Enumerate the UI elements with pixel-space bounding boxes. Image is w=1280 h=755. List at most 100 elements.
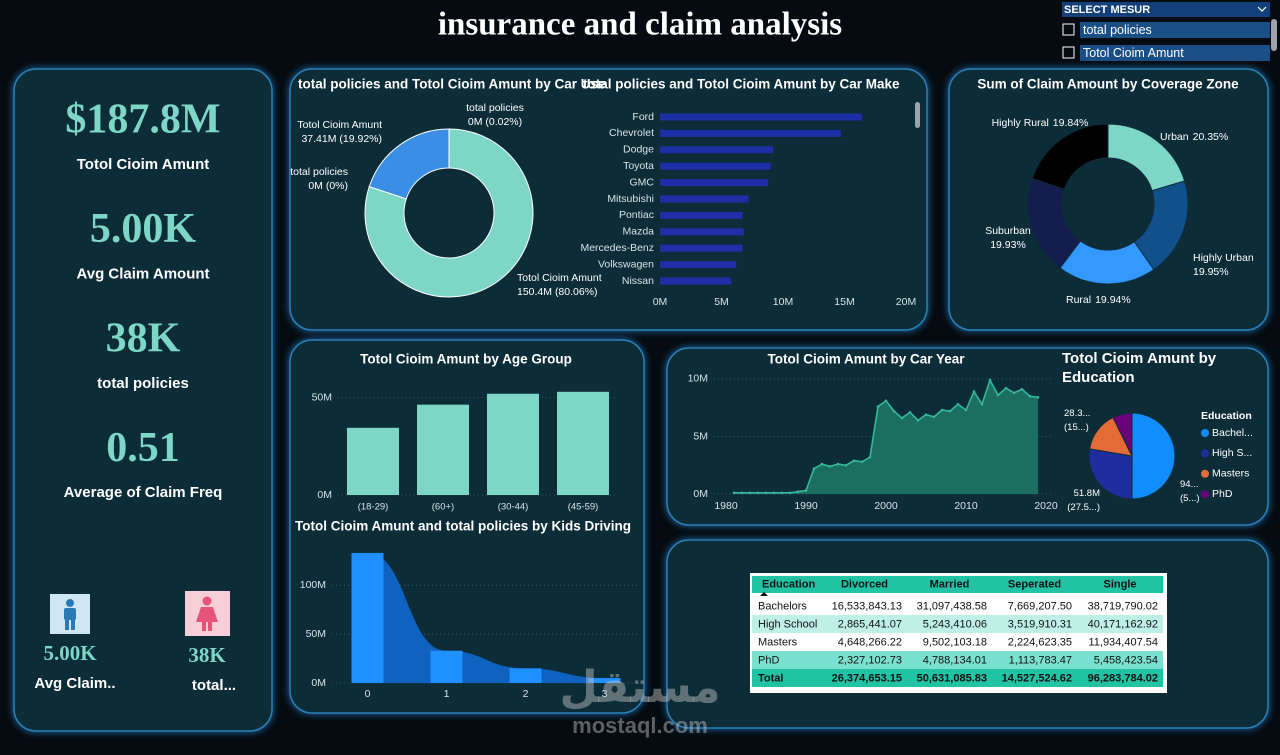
point (988, 378, 992, 382)
chart-scrollbar[interactable] (915, 102, 920, 128)
y-tick-label: Nissan (622, 275, 654, 287)
table-cell: 2,224,623.35 (1008, 636, 1072, 648)
bar (487, 393, 539, 495)
chart-title: Totol Cioim Amunt by Education (1062, 350, 1217, 386)
table-cell: 4,788,134.01 (923, 654, 987, 666)
x-tick-label: 5M (714, 296, 729, 308)
point (940, 408, 944, 412)
table-total-bg (752, 669, 1163, 687)
slice-label-part: 0M (0.02%) (468, 116, 522, 128)
legend-swatch (1201, 449, 1209, 458)
y-tick-label: Pontiac (619, 209, 654, 221)
y-tick-label: 50M (312, 391, 332, 403)
mini-kpi-label: total... (192, 677, 236, 694)
table-cell: High School (758, 618, 817, 630)
slicer-option[interactable]: total policies (1083, 23, 1152, 37)
slicer-checkbox[interactable] (1062, 46, 1075, 59)
sort-indicator (760, 592, 768, 596)
slice-label-part: (5...) (1180, 493, 1200, 504)
x-tick-label: 2010 (954, 500, 978, 512)
table-cell: Bachelors (758, 600, 807, 612)
slicer-option-bg[interactable] (1080, 45, 1270, 61)
point (1004, 386, 1008, 390)
bar (660, 113, 862, 121)
x-tick-label: (30-44) (498, 502, 529, 513)
y-tick-label: 0M (311, 677, 326, 689)
slice-label: (27.5...) (1067, 502, 1100, 513)
kpi-value: 0.51 (106, 425, 180, 471)
y-tick-label: Chevrolet (609, 127, 654, 139)
slice-label-part: Rural (1066, 294, 1091, 306)
table-total: 14,527,524.62 (1002, 672, 1072, 684)
point (884, 399, 888, 403)
bar (660, 146, 774, 154)
point (740, 491, 744, 495)
x-tick-label: 2020 (1034, 500, 1058, 512)
table-header: Married (930, 578, 970, 590)
mini-kpi-value: 5.00K (43, 641, 97, 665)
table-total: Total (758, 672, 783, 684)
slice-label-part: Totol Cioim Amunt (517, 272, 602, 284)
y-tick-label: Dodge (623, 144, 654, 156)
point (732, 491, 736, 495)
x-tick-label: 1 (444, 688, 450, 700)
slice-label-part: Highly Urban (1193, 252, 1254, 264)
slice-label-part: Totol Cioim Amunt (297, 119, 382, 131)
slicer-option[interactable]: Totol Cioim Amunt (1083, 46, 1184, 60)
chart-title: total policies and Totol Cioim Amunt by … (298, 77, 606, 92)
point (804, 489, 808, 492)
table-cell: 31,097,438.58 (917, 600, 987, 612)
slicer-option-bg[interactable] (1080, 22, 1270, 38)
point (860, 460, 864, 464)
bar (660, 129, 841, 137)
slice-label: 19.95% (1193, 266, 1229, 278)
slice-label: 28.3... (1064, 408, 1090, 419)
point (980, 402, 984, 406)
male-icon (50, 594, 90, 634)
bar (347, 427, 399, 495)
kpi-label: Avg Claim Amount (76, 265, 209, 282)
point (820, 462, 824, 466)
x-tick-label: (18-29) (358, 502, 389, 513)
y-tick-label: 0M (693, 488, 708, 500)
legend-swatch (1201, 469, 1209, 478)
slicer-checkbox[interactable] (1062, 23, 1075, 36)
slicer-scrollbar[interactable] (1271, 19, 1277, 51)
point (796, 490, 800, 493)
table-cell: 9,502,103.18 (923, 636, 987, 648)
y-tick-label: Mercedes-Benz (580, 242, 654, 254)
table-cell: 7,669,207.50 (1008, 600, 1072, 612)
table-row-bg (752, 615, 1163, 633)
slicer-chevron[interactable] (1257, 6, 1267, 12)
slice-label-part: 19.95% (1193, 266, 1229, 278)
slice-label: Highly Urban (1193, 252, 1254, 264)
point (868, 455, 872, 459)
bar (660, 162, 771, 170)
watermark-logo: مستقل (560, 662, 721, 713)
legend-label: High S... (1212, 447, 1252, 459)
point (844, 463, 848, 467)
legend-label: Bachel... (1212, 427, 1253, 439)
point (748, 491, 752, 495)
mini-kpi-value: 38K (188, 643, 226, 667)
table-cell: 1,113,783.47 (1009, 654, 1072, 666)
point (932, 415, 936, 419)
bar (430, 650, 463, 683)
kpi-value: 38K (106, 315, 181, 361)
coverage-panel (948, 68, 1269, 331)
point (996, 393, 1000, 397)
slice-label-part: Suburban (985, 225, 1031, 237)
point (972, 390, 976, 393)
point (788, 491, 792, 495)
table-cell: 38,719,790.02 (1088, 600, 1158, 612)
x-tick-label: 2000 (874, 500, 898, 512)
slice-label-part: Urban (1160, 131, 1189, 143)
y-tick-label: 50M (306, 628, 326, 640)
slice-label: total policies (466, 102, 524, 114)
slice-label-part: 19.93% (990, 239, 1026, 251)
slice-label-part: 19.94% (1095, 294, 1131, 306)
kpi-panel (13, 68, 273, 732)
point (916, 419, 920, 422)
bar (660, 211, 743, 219)
